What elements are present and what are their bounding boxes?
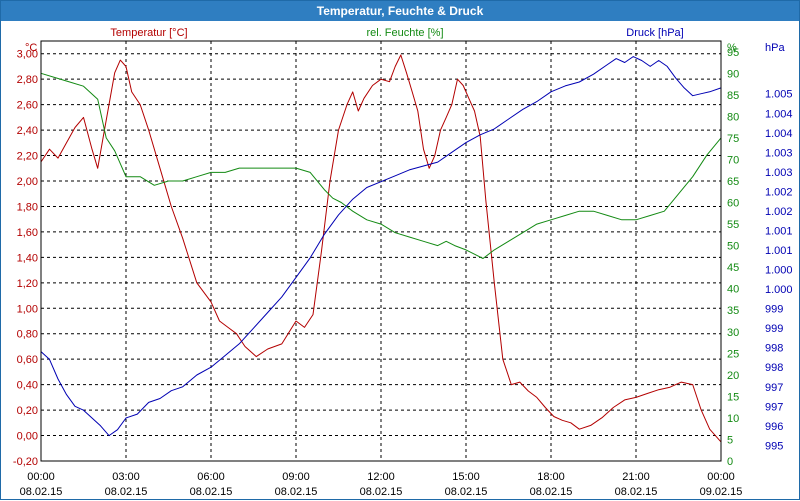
x-tick-date: 08.02.15: [105, 486, 148, 498]
x-tick-date: 08.02.15: [20, 486, 63, 498]
pressure-tick-label: 1.000: [765, 265, 793, 277]
temperature-tick-label: -0,20: [13, 456, 38, 468]
humidity-tick-label: 20: [727, 370, 739, 382]
humidity-unit-label: %: [727, 42, 737, 54]
x-tick-time: 12:00: [367, 471, 395, 483]
humidity-tick-label: 0: [727, 456, 733, 468]
series-line-temperature: [40, 54, 722, 443]
humidity-tick-label: 25: [727, 348, 739, 360]
x-tick-time: 00:00: [707, 471, 735, 483]
humidity-tick-label: 80: [727, 111, 739, 123]
temperature-tick-label: 1,80: [17, 201, 38, 213]
pressure-tick-label: 1.004: [765, 108, 793, 120]
temperature-tick-label: 1,20: [17, 278, 38, 290]
pressure-tick-label: 1.003: [765, 147, 793, 159]
pressure-tick-label: 1.002: [765, 206, 793, 218]
pressure-tick-label: 1.003: [765, 167, 793, 179]
pressure-tick-label: 996: [765, 421, 783, 433]
temperature-tick-label: 2,80: [17, 74, 38, 86]
x-tick-time: 09:00: [282, 471, 310, 483]
x-tick-date: 08.02.15: [615, 486, 658, 498]
x-tick-date: 08.02.15: [190, 486, 233, 498]
pressure-tick-label: 995: [765, 440, 783, 452]
temperature-tick-label: 1,00: [17, 303, 38, 315]
plot-frame: [40, 40, 722, 462]
humidity-legend: rel. Feuchte [%]: [366, 27, 443, 39]
series-line-pressure: [40, 56, 722, 437]
x-tick-time: 03:00: [112, 471, 140, 483]
humidity-tick-label: 85: [727, 90, 739, 102]
pressure-tick-label: 999: [765, 323, 783, 335]
x-tick-time: 21:00: [622, 471, 650, 483]
humidity-tick-label: 45: [727, 262, 739, 274]
humidity-tick-label: 90: [727, 68, 739, 80]
temperature-unit-label: °C: [25, 42, 37, 54]
x-tick-date: 08.02.15: [530, 486, 573, 498]
humidity-tick-label: 15: [727, 391, 739, 403]
temperature-tick-label: 2,40: [17, 125, 38, 137]
pressure-tick-label: 1.004: [765, 128, 793, 140]
pressure-tick-label: 1.001: [765, 245, 793, 257]
temperature-tick-label: 2,00: [17, 176, 38, 188]
pressure-tick-label: 997: [765, 401, 783, 413]
humidity-tick-label: 55: [727, 219, 739, 231]
humidity-tick-label: 70: [727, 154, 739, 166]
grid-lines: [41, 41, 721, 462]
pressure-tick-label: 997: [765, 382, 783, 394]
temperature-tick-label: 0,60: [17, 354, 38, 366]
temperature-legend: Temperatur [°C]: [110, 27, 187, 39]
x-tick-date: 08.02.15: [275, 486, 318, 498]
pressure-tick-label: 1.000: [765, 284, 793, 296]
temperature-tick-label: 0,00: [17, 431, 38, 443]
series-layer: [40, 54, 722, 443]
window-title: Temperatur, Feuchte & Druck: [1, 1, 799, 21]
x-tick-time: 15:00: [452, 471, 480, 483]
x-tick-time: 06:00: [197, 471, 225, 483]
pressure-tick-label: 1.002: [765, 186, 793, 198]
humidity-tick-label: 65: [727, 176, 739, 188]
x-tick-date: 08.02.15: [445, 486, 488, 498]
temperature-tick-label: 3,00: [17, 49, 38, 61]
plot-border: [40, 40, 722, 462]
pressure-tick-label: 1.005: [765, 89, 793, 101]
pressure-tick-label: 998: [765, 362, 783, 374]
humidity-tick-label: 40: [727, 284, 739, 296]
humidity-tick-label: 30: [727, 327, 739, 339]
x-tick-time: 18:00: [537, 471, 565, 483]
x-tick-date: 08.02.15: [360, 486, 403, 498]
temperature-tick-label: 0,80: [17, 329, 38, 341]
humidity-tick-label: 5: [727, 434, 733, 446]
temperature-tick-label: 2,60: [17, 100, 38, 112]
humidity-tick-label: 10: [727, 413, 739, 425]
temperature-tick-label: 2,20: [17, 151, 38, 163]
pressure-legend: Druck [hPa]: [626, 27, 683, 39]
pressure-unit-label: hPa: [765, 42, 785, 54]
humidity-tick-label: 75: [727, 133, 739, 145]
x-tick-time: 00:00: [27, 471, 55, 483]
temperature-tick-label: 1,60: [17, 227, 38, 239]
chart-area: -0,20 0,00 0,20 0,40 0,60 0,80 1,00 1,20 1,40 1,6…: [13, 27, 793, 498]
temperature-tick-label: 0,20: [17, 405, 38, 417]
pressure-tick-label: 998: [765, 343, 783, 355]
humidity-tick-label: 35: [727, 305, 739, 317]
temperature-tick-label: 1,40: [17, 252, 38, 264]
x-tick-date: 09.02.15: [700, 486, 743, 498]
series-line-humidity: [40, 72, 722, 259]
humidity-tick-label: 60: [727, 198, 739, 210]
axis-labels: -0,20 0,00 0,20 0,40 0,60 0,80 1,00 1,20 1,40 1,6…: [13, 27, 793, 498]
temperature-tick-label: 0,40: [17, 380, 38, 392]
humidity-tick-label: 50: [727, 241, 739, 253]
pressure-tick-label: 1.001: [765, 225, 793, 237]
pressure-tick-label: 999: [765, 304, 783, 316]
humidity-tick-label: 95: [727, 47, 739, 59]
